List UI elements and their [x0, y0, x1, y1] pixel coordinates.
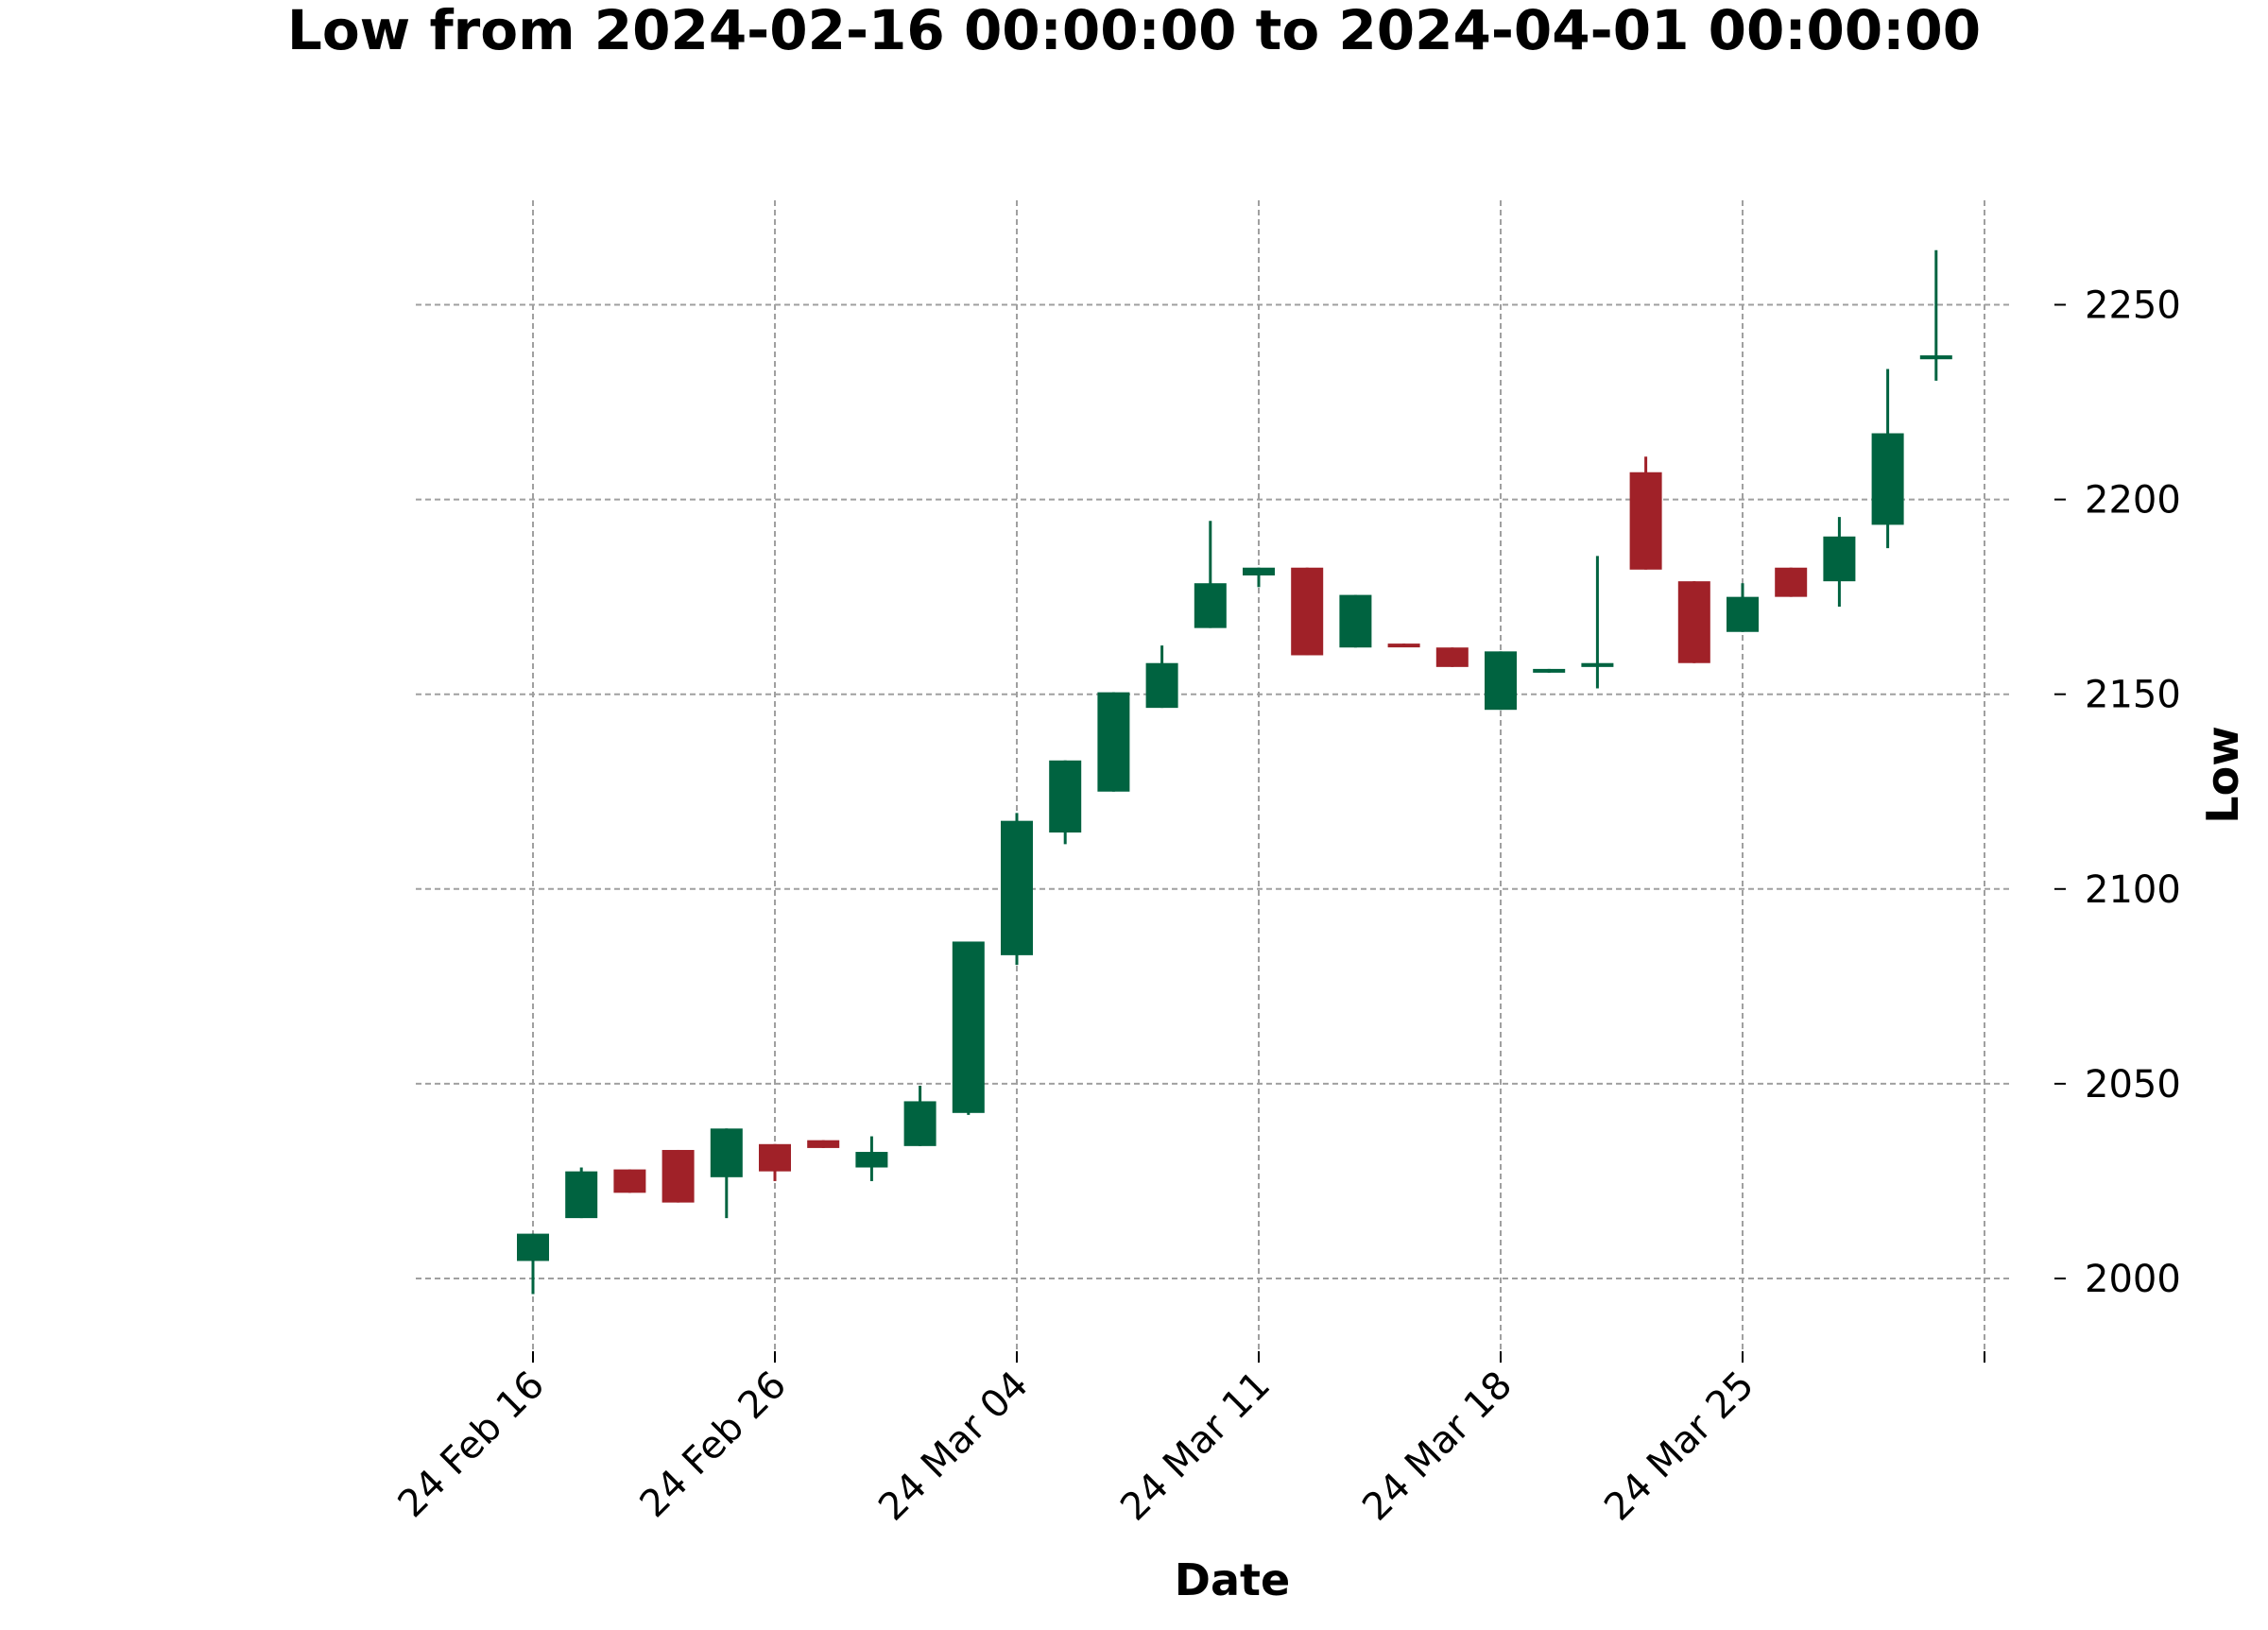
- candle: [517, 1233, 549, 1295]
- candle-body: [613, 1169, 646, 1193]
- candle: [1677, 581, 1710, 663]
- candle-body: [1919, 355, 1952, 360]
- candle: [1145, 645, 1178, 709]
- candle: [1581, 556, 1614, 689]
- y-tick-label: 2150: [2085, 674, 2181, 717]
- y-tick-label: 2100: [2085, 868, 2181, 912]
- candle: [662, 1149, 695, 1203]
- candle-body: [1339, 594, 1372, 648]
- candle-body: [1871, 433, 1904, 525]
- candle-body: [1677, 581, 1710, 663]
- candle-body: [855, 1152, 888, 1168]
- candle-body: [1001, 820, 1033, 955]
- x-axis-label: Date: [1175, 1554, 1290, 1605]
- x-axis: 24 Feb 16 24 Feb 26 24 Mar 04 24 Mar 11 24 M…: [390, 1351, 1985, 1530]
- candle: [1629, 456, 1662, 570]
- candle-body: [1243, 567, 1275, 575]
- candle: [759, 1143, 791, 1181]
- grid-lines: [416, 200, 2013, 1351]
- candle-body: [759, 1143, 791, 1172]
- candle-body: [1581, 662, 1614, 667]
- candle-body: [1727, 596, 1759, 632]
- x-tick-label: 24 Feb 16: [390, 1364, 554, 1527]
- candle-body: [1823, 536, 1856, 582]
- candle: [1727, 583, 1759, 632]
- candle-body: [1291, 567, 1324, 656]
- candle: [1435, 647, 1469, 667]
- candle: [1485, 651, 1517, 711]
- candle: [1339, 594, 1372, 648]
- candle-body: [1049, 760, 1082, 833]
- candle-body: [1435, 647, 1469, 667]
- x-tick-label: 24 Mar 18: [1354, 1364, 1521, 1530]
- candle: [1533, 668, 1566, 674]
- candle: [1387, 643, 1420, 648]
- candle: [565, 1167, 598, 1219]
- y-tick-label: 2200: [2085, 479, 2181, 523]
- candle: [1097, 692, 1130, 792]
- candle-body: [903, 1101, 936, 1146]
- candle: [855, 1136, 888, 1181]
- candle-body: [662, 1149, 695, 1203]
- candle-body: [565, 1171, 598, 1219]
- candle: [1049, 760, 1082, 845]
- candle: [807, 1140, 840, 1148]
- candle-body: [517, 1233, 549, 1261]
- candle: [1194, 521, 1227, 628]
- candle-body: [952, 941, 985, 1113]
- x-tick-label: 24 Mar 11: [1112, 1364, 1279, 1530]
- y-tick-label: 2050: [2085, 1063, 2181, 1107]
- y-tick-label: 2250: [2085, 284, 2181, 328]
- y-axis-label: Low: [2197, 726, 2248, 823]
- candle-body: [1194, 583, 1227, 628]
- x-tick-label: 24 Feb 26: [632, 1364, 796, 1527]
- candle: [1775, 567, 1808, 597]
- candle: [1001, 813, 1033, 966]
- candle-body: [1775, 567, 1808, 597]
- candle-body: [1097, 692, 1130, 792]
- candle-body: [1145, 662, 1178, 709]
- candle: [710, 1128, 743, 1219]
- candle-body: [710, 1128, 743, 1177]
- candle: [1243, 567, 1275, 588]
- x-tick-label: 24 Mar 25: [1596, 1364, 1762, 1530]
- y-tick-label: 2000: [2085, 1258, 2181, 1301]
- candle-body: [807, 1140, 840, 1148]
- candle: [613, 1169, 646, 1193]
- candle-body: [1533, 668, 1566, 673]
- candle-body: [1629, 472, 1662, 570]
- candle-body: [1485, 651, 1517, 711]
- candles: [517, 249, 1952, 1295]
- candle: [1823, 517, 1856, 607]
- candle: [1291, 567, 1324, 656]
- chart-title: Low from 2024-02-16 00:00:00 to 2024-04-…: [286, 0, 1982, 62]
- candle: [952, 941, 985, 1115]
- candle: [903, 1085, 936, 1146]
- candle: [1919, 249, 1952, 381]
- x-tick-label: 24 Mar 04: [870, 1364, 1037, 1530]
- candle: [1871, 369, 1904, 549]
- y-axis: 2000 2050 2100 2150 2200 2250: [2054, 284, 2181, 1301]
- candle-body: [1387, 643, 1420, 648]
